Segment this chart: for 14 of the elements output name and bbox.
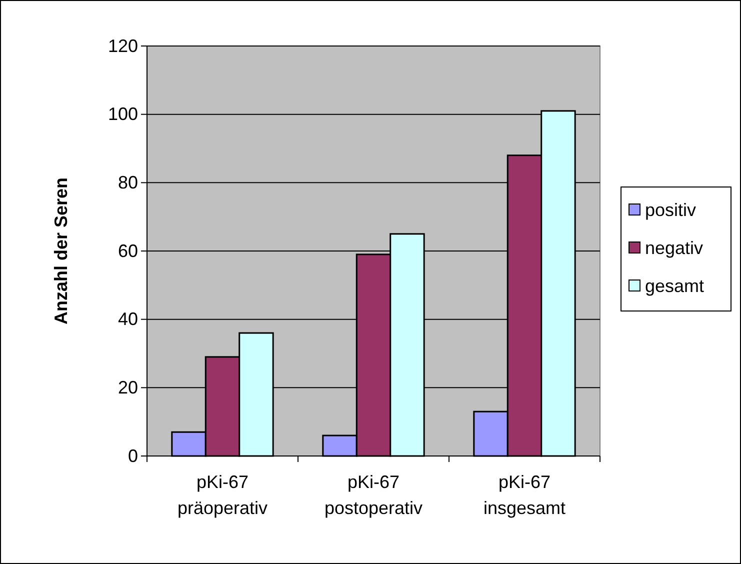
x-tick-label: pKi-67 präoperativ <box>177 472 268 518</box>
y-tick-label: 100 <box>108 104 138 124</box>
legend-label: positiv <box>645 200 696 220</box>
x-tick-label: pKi-67 insgesamt <box>483 472 566 518</box>
x-tick-label: pKi-67 postoperativ <box>324 472 423 518</box>
y-tick-label: 60 <box>118 240 138 261</box>
legend-label: negativ <box>645 238 704 258</box>
y-tick-label: 0 <box>128 446 138 466</box>
y-tick-label: 80 <box>118 172 138 192</box>
y-tick-label: 20 <box>118 377 138 398</box>
y-tick-label: 120 <box>108 36 138 56</box>
y-tick-label: 40 <box>118 309 138 330</box>
y-axis-title: Anzahl der Seren <box>51 177 71 325</box>
legend-label: gesamt <box>645 276 704 296</box>
